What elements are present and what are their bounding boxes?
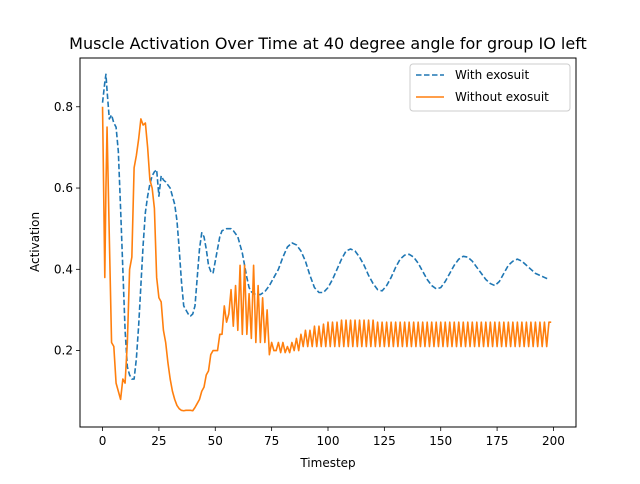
x-tick-label: 75 bbox=[264, 434, 279, 448]
y-axis-label: Activation bbox=[28, 212, 42, 272]
legend-box bbox=[409, 63, 571, 112]
x-tick-label: 175 bbox=[486, 434, 509, 448]
x-tick-label: 200 bbox=[542, 434, 565, 448]
x-tick-label: 150 bbox=[429, 434, 452, 448]
x-tick-label: 100 bbox=[317, 434, 340, 448]
x-tick-label: 25 bbox=[151, 434, 166, 448]
y-tick-label: 0.4 bbox=[54, 262, 73, 276]
plot-frame bbox=[79, 57, 577, 428]
y-tick-label: 0.6 bbox=[54, 181, 73, 195]
series-line-without-exosuit bbox=[101, 106, 552, 412]
legend-label-with-exosuit: With exosuit bbox=[455, 68, 529, 82]
legend: With exosuit Without exosuit bbox=[409, 63, 571, 112]
y-tick-label: 0.8 bbox=[54, 100, 73, 114]
axis-ticks: 0 25 50 75 100 125 150 175 200 0.2 0.4 0.6 0.8 bbox=[54, 100, 565, 448]
x-tick-label: 50 bbox=[208, 434, 223, 448]
x-tick-label: 0 bbox=[99, 434, 107, 448]
legend-label-without-exosuit: Without exosuit bbox=[455, 90, 549, 104]
plot-series bbox=[101, 73, 552, 412]
y-tick-label: 0.2 bbox=[54, 344, 73, 358]
chart-title: Muscle Activation Over Time at 40 degree… bbox=[69, 34, 587, 53]
x-axis-label: Timestep bbox=[299, 456, 355, 470]
x-tick-label: 125 bbox=[373, 434, 396, 448]
